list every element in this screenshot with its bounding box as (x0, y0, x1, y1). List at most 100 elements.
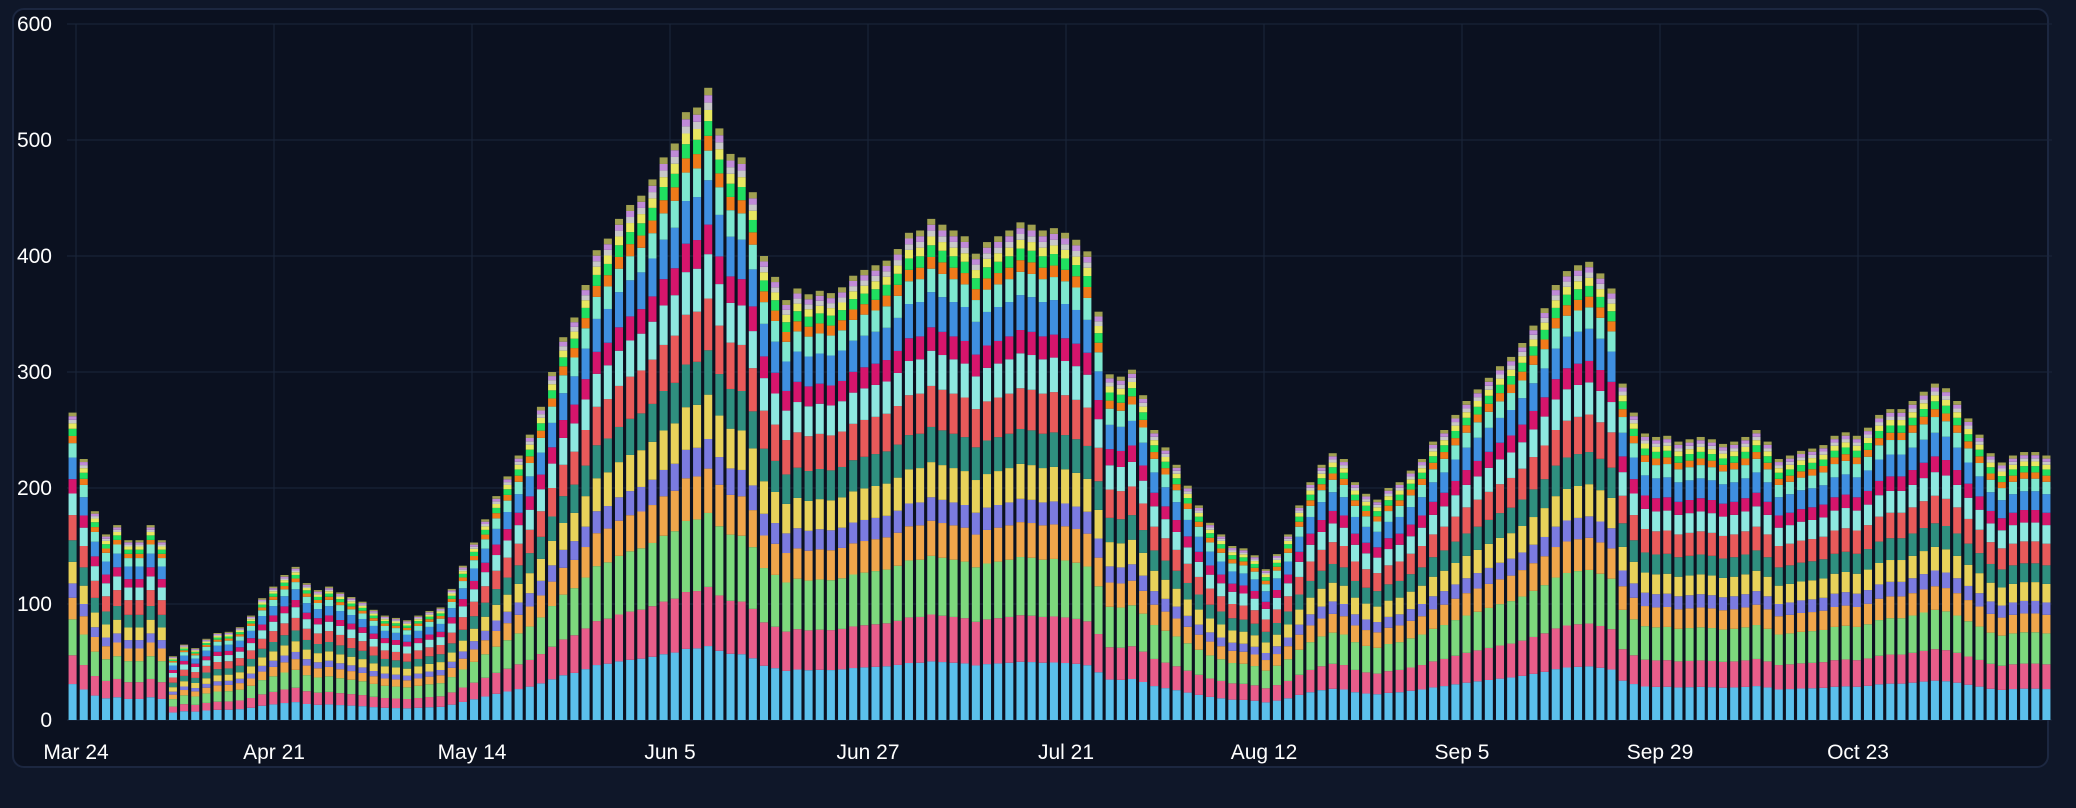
bar-segment (927, 245, 936, 257)
bar-segment (648, 606, 657, 657)
bar-segment (626, 659, 635, 720)
bar-segment (1072, 618, 1081, 664)
bar-segment (2020, 613, 2029, 633)
bar-segment (882, 271, 891, 277)
bar-segment (1295, 594, 1304, 610)
bar-segment (938, 262, 947, 274)
bar-segment (614, 327, 624, 351)
bar-segment (1953, 408, 1962, 413)
bar-segment (1038, 236, 1047, 242)
bar-segment (1964, 483, 1973, 498)
bar-segment (481, 640, 490, 655)
bar-segment (1429, 482, 1438, 502)
bar-segment (1451, 684, 1460, 720)
bar-segment (1384, 644, 1393, 672)
bar-segment (1908, 615, 1917, 653)
bar-segment (659, 496, 668, 536)
bar-segment (1997, 518, 2006, 531)
bar-segment (213, 639, 222, 642)
bar-segment (1797, 581, 1806, 601)
bar-segment (659, 213, 668, 240)
bar-segment (1841, 659, 1850, 687)
bar-segment (146, 553, 155, 568)
bar-segment (1774, 567, 1783, 586)
bar-segment (235, 658, 244, 666)
bar-segment (1852, 510, 1861, 531)
bar-segment (1395, 516, 1404, 534)
bar-segment (581, 399, 590, 430)
bar-segment (1540, 322, 1549, 330)
bar-segment (904, 281, 913, 305)
bar-segment (1373, 499, 1382, 503)
bar-segment (391, 620, 400, 622)
bar-segment (1819, 504, 1828, 518)
bar-segment (1741, 594, 1750, 608)
bar-segment (1172, 666, 1181, 691)
bar-segment (1863, 456, 1873, 471)
bar-segment (1596, 317, 1605, 339)
bar-segment (1574, 416, 1583, 455)
bar-segment (860, 367, 869, 389)
bar-segment (492, 507, 501, 514)
bar-segment (1841, 551, 1850, 572)
bar-segment (347, 601, 356, 604)
bar-segment (559, 594, 568, 640)
bar-segment (927, 614, 936, 662)
bar-segment (1373, 632, 1382, 648)
bar-segment (1295, 505, 1304, 508)
bar-segment (1719, 450, 1728, 454)
bar-segment (191, 648, 200, 649)
bar-segment (1161, 468, 1170, 475)
bar-segment (581, 290, 590, 296)
bar-segment (1785, 464, 1794, 470)
bar-segment (1473, 422, 1482, 438)
bar-segment (971, 447, 980, 481)
bar-segment (1585, 537, 1594, 570)
bar-segment (525, 456, 534, 464)
bar-segment (2008, 455, 2017, 459)
bar-segment (1819, 597, 1828, 611)
bar-segment (838, 547, 847, 579)
bar-segment (180, 660, 189, 665)
bar-segment (1986, 479, 1995, 493)
bar-segment (1685, 687, 1694, 720)
bar-segment (224, 640, 233, 645)
bar-segment (1161, 688, 1170, 720)
bar-segment (737, 469, 746, 497)
bar-segment (325, 589, 334, 592)
bar-segment (1540, 368, 1549, 398)
bar-segment (347, 615, 356, 624)
bar-segment (536, 617, 545, 655)
bar-segment (325, 660, 334, 667)
bar-segment (603, 472, 612, 507)
bar-segment (1540, 633, 1549, 672)
bar-segment (614, 218, 624, 225)
bar-segment (804, 550, 813, 581)
bar-segment (1562, 305, 1571, 316)
bar-segment (514, 602, 523, 615)
bar-segment (1261, 574, 1270, 578)
bar-segment (782, 332, 791, 342)
bar-segment (960, 236, 969, 242)
bar-segment (146, 525, 155, 528)
bar-segment (291, 582, 300, 590)
bar-segment (1194, 561, 1203, 577)
bar-segment (1384, 496, 1393, 501)
bar-segment (1596, 458, 1605, 491)
bar-segment (1875, 430, 1884, 439)
bar-segment (715, 173, 724, 188)
bar-segment (2008, 481, 2017, 495)
bar-segment (1295, 551, 1304, 562)
bar-segment (1596, 338, 1605, 371)
bar-segment (1206, 565, 1215, 575)
bar-segment (168, 694, 177, 700)
bar-segment (1016, 234, 1025, 240)
bar-segment (403, 680, 412, 688)
bar-segment (1139, 406, 1148, 413)
bar-segment (1663, 686, 1672, 720)
bar-segment (458, 658, 467, 670)
bar-segment (470, 682, 479, 700)
bar-segment (2042, 481, 2051, 495)
bar-segment (1495, 562, 1505, 580)
bar-segment (1429, 557, 1438, 577)
